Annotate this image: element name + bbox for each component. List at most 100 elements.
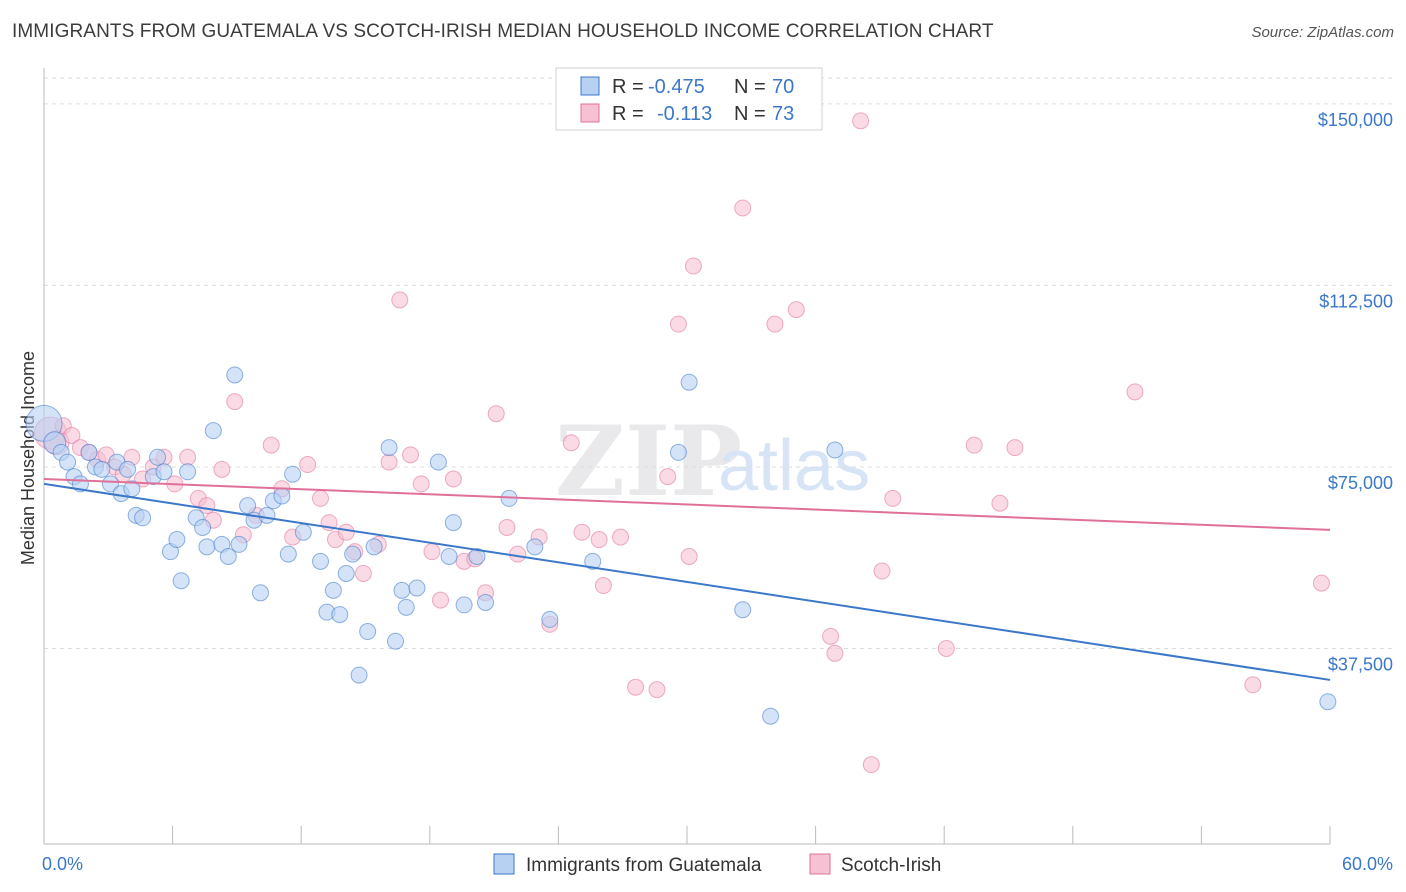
guatemala-point-69 [1319, 693, 1337, 711]
guatemala-point-48 [365, 538, 383, 556]
guatemala-point-36 [273, 487, 291, 505]
legend-r-value-scotch-irish: -0.113 [657, 103, 712, 125]
guatemala-point-43 [331, 606, 349, 624]
guatemala-point-57 [455, 596, 473, 614]
bottom-legend-swatch-scotch-irish [809, 853, 831, 875]
scotch-irish-point-20 [226, 393, 244, 411]
scotch-irish-point-54 [627, 678, 645, 696]
guatemala-point-68 [826, 441, 844, 459]
legend-n-value-scotch-irish: 73 [772, 103, 794, 125]
series-legend: Immigrants from Guatemala Scotch-Irish [493, 853, 941, 876]
guatemala-point-6 [80, 443, 98, 461]
guatemala-point-62 [541, 610, 559, 628]
scotch-irish-point-23 [262, 436, 280, 454]
scotch-irish-point-68 [884, 489, 902, 507]
scotch-irish-point-38 [423, 543, 441, 561]
scotch-irish-point-65 [852, 112, 870, 130]
bottom-legend-swatch-guatemala [493, 853, 515, 875]
guatemala-point-63 [584, 552, 602, 570]
guatemala-point-17 [149, 448, 167, 466]
watermark-atlas: atlas [718, 426, 870, 506]
guatemala-point-61 [526, 538, 544, 556]
gridlines [44, 77, 1395, 649]
trend-lines [43, 478, 1331, 681]
scotch-irish-point-44 [487, 405, 505, 423]
guatemala-points [25, 366, 1337, 725]
scotch-irish-point-69 [937, 639, 955, 657]
guatemala-point-26 [204, 422, 222, 440]
guatemala-point-34 [258, 506, 276, 524]
guatemala-point-25 [198, 538, 216, 556]
guatemala-point-53 [408, 579, 426, 597]
guatemala-point-59 [477, 593, 495, 611]
axes [43, 68, 1331, 845]
guatemala-point-54 [429, 453, 447, 471]
legend-swatch-guatemala [580, 76, 600, 96]
scotch-irish-point-27 [311, 489, 329, 507]
scotch-irish-point-32 [354, 564, 372, 582]
guatemala-trend-line [43, 482, 1331, 681]
guatemala-point-58 [468, 547, 486, 565]
scotch-irish-point-73 [1126, 383, 1144, 401]
guatemala-point-22 [179, 463, 197, 481]
legend-n-label-scotch-irish: N = [734, 103, 766, 125]
guatemala-point-66 [734, 601, 752, 619]
guatemala-point-20 [168, 531, 186, 549]
guatemala-point-31 [239, 497, 257, 515]
guatemala-point-45 [344, 545, 362, 563]
scotch-irish-point-66 [862, 756, 880, 774]
guatemala-point-21 [172, 572, 190, 590]
y-tick-label-2: $112,500 [1319, 291, 1393, 311]
scotch-irish-point-58 [680, 547, 698, 565]
chart-title: IMMIGRANTS FROM GUATEMALA VS SCOTCH-IRIS… [12, 21, 994, 42]
guatemala-point-28 [219, 547, 237, 565]
guatemala-point-33 [251, 584, 269, 602]
scotch-irish-point-57 [669, 315, 687, 333]
scotch-irish-point-26 [299, 456, 317, 474]
guatemala-point-15 [134, 509, 152, 527]
x-tick-label-min: 0.0% [42, 854, 83, 874]
guatemala-point-44 [337, 564, 355, 582]
guatemala-point-47 [359, 623, 377, 641]
guatemala-point-8 [93, 460, 111, 478]
scotch-irish-point-71 [991, 494, 1009, 512]
scotch-irish-point-60 [734, 199, 752, 217]
scotch-irish-point-30 [337, 523, 355, 541]
scotch-irish-point-63 [822, 627, 840, 645]
scotch-irish-point-74 [1244, 676, 1262, 694]
legend-r-value-guatemala: -0.475 [648, 76, 705, 98]
scotch-irish-point-45 [498, 518, 516, 536]
legend-r-label-guatemala: R = [612, 76, 644, 98]
legend-r-label-scotch-irish: R = [612, 103, 644, 125]
bottom-legend-label-guatemala: Immigrants from Guatemala [526, 855, 762, 876]
guatemala-point-3 [59, 453, 77, 471]
scotch-irish-point-19 [213, 460, 231, 478]
bottom-legend-label-scotch-irish: Scotch-Irish [841, 855, 941, 876]
y-tick-label-3: $150,000 [1318, 110, 1393, 130]
scotch-irish-trend-line [43, 478, 1331, 531]
scotch-irish-point-56 [659, 468, 677, 486]
guatemala-point-29 [226, 366, 244, 384]
guatemala-point-51 [393, 581, 411, 599]
scotch-irish-point-3 [63, 426, 81, 444]
guatemala-point-46 [350, 666, 368, 684]
guatemala-point-49 [380, 439, 398, 457]
scotch-irish-point-39 [432, 591, 450, 609]
scotch-irish-point-61 [766, 315, 784, 333]
guatemala-point-37 [279, 545, 297, 563]
scotch-irish-point-55 [648, 681, 666, 699]
legend-n-value-guatemala: 70 [772, 76, 794, 98]
guatemala-point-56 [444, 514, 462, 532]
guatemala-point-40 [311, 552, 329, 570]
scotch-irish-point-72 [1006, 439, 1024, 457]
guatemala-point-18 [155, 463, 173, 481]
scotch-irish-point-36 [402, 446, 420, 464]
guatemala-point-50 [387, 632, 405, 650]
scotch-irish-point-53 [612, 528, 630, 546]
guatemala-point-38 [284, 465, 302, 483]
scotch-irish-point-40 [444, 470, 462, 488]
scotch-irish-point-59 [684, 257, 702, 275]
legend-box [555, 67, 823, 131]
guatemala-point-52 [397, 598, 415, 616]
